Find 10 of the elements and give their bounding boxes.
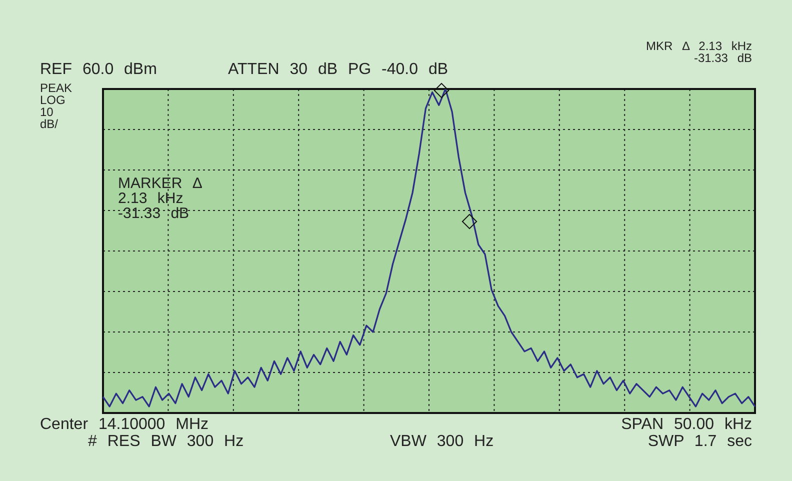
text: SPAN 50.00 kHz [621,416,752,433]
text: Center 14.10000 MHz [40,416,209,433]
text: VBW 300 Hz [390,433,494,450]
text: PEAK LOG 10 dB/ [40,81,72,131]
text: # RES BW 300 Hz [88,433,244,450]
text: ATTEN 30 dB PG -40.0 dB [228,61,448,78]
text: REF 60.0 dBm [40,61,157,78]
text: SWP 1.7 sec [648,433,752,450]
annotation: MARKER Δ 2.13 kHz -31.33 dB [118,175,202,222]
text: MKR Δ 2.13 kHz -31.33 dB [646,39,752,65]
